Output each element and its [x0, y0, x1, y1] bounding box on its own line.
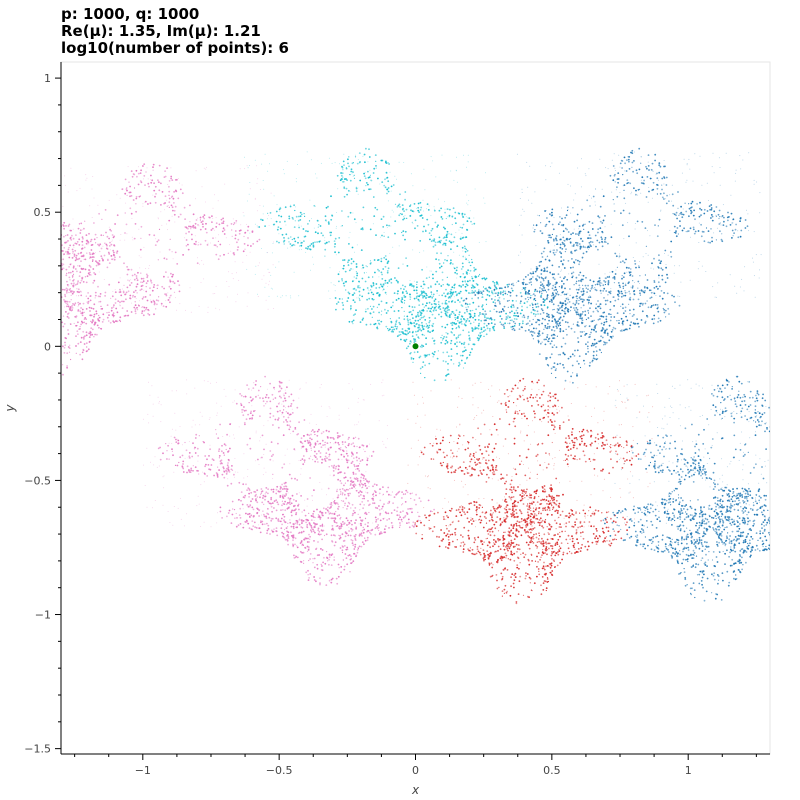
point-cluster — [61, 163, 275, 376]
origin-point — [412, 343, 419, 350]
title-line-mu: Re(μ): 1.35, Im(μ): 1.21 — [61, 22, 261, 40]
x-tick-label: 1 — [685, 764, 692, 777]
title-line-params: p: 1000, q: 1000 — [61, 5, 200, 23]
chart-title: p: 1000, q: 1000 Re(μ): 1.35, Im(μ): 1.2… — [61, 6, 289, 57]
x-axis-label: x — [411, 783, 420, 797]
y-tick-label: 0.5 — [34, 206, 52, 219]
y-tick-label: −1.5 — [24, 743, 51, 756]
point-cluster — [407, 377, 654, 605]
point-cluster — [243, 147, 549, 382]
x-tick-label: 0 — [412, 764, 419, 777]
y-tick-label: 0 — [44, 340, 51, 353]
y-axis-label: y — [3, 404, 17, 413]
y-tick-label: 1 — [44, 72, 51, 85]
y-tick-label: −1 — [35, 609, 51, 622]
point-cluster — [463, 147, 762, 384]
y-tick-label: −0.5 — [24, 474, 51, 487]
point-cluster — [142, 375, 435, 586]
x-tick-label: 0.5 — [543, 764, 561, 777]
point-cluster — [602, 375, 770, 602]
x-tick-label: −0.5 — [266, 764, 293, 777]
axes: −1 −0.5 0 0.5 1 1 0.5 0 −0.5 −1 −1.5 — [24, 62, 770, 777]
x-tick-label: −1 — [135, 764, 151, 777]
scatter-points — [61, 147, 770, 605]
title-line-points: log10(number of points): 6 — [61, 39, 289, 57]
